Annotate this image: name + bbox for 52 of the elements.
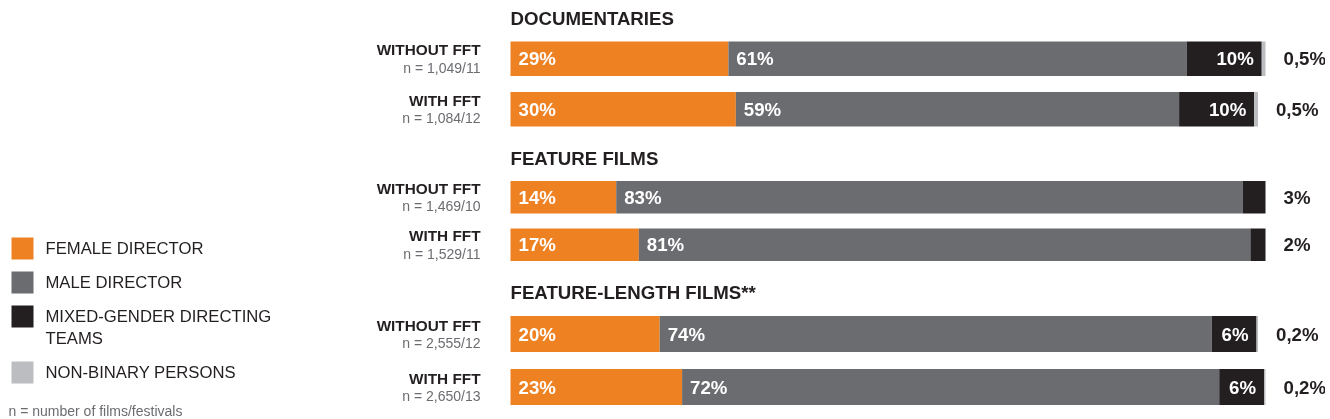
data-label: 3% — [1283, 186, 1311, 208]
data-label: 0,2% — [1276, 323, 1319, 345]
data-label: 14% — [518, 186, 557, 208]
bar — [510, 41, 729, 76]
legend-label: NON-BINARY PERSONS — [45, 363, 236, 382]
data-label: 17% — [518, 234, 557, 256]
data-label: 0,2% — [1283, 376, 1327, 398]
data-label: 6% — [1221, 323, 1249, 345]
y-tick-label: WITH FFT n = 1,084/12 — [402, 91, 482, 127]
bar — [659, 315, 1212, 353]
legend-label: MALE DIRECTOR — [45, 273, 183, 292]
data-label: 29% — [518, 48, 557, 70]
chart-title: FEATURE-LENGTH FILMS** — [510, 281, 757, 303]
data-label: 61% — [736, 48, 775, 70]
data-label: 0,5% — [1275, 98, 1319, 120]
y-tick-label: WITH FFT n = 1,529/11 — [403, 227, 482, 262]
data-label: 10% — [1208, 98, 1247, 120]
y-tick-label: WITHOUT FFT n = 1,469/10 — [376, 179, 482, 215]
data-label: 10% — [1216, 48, 1255, 70]
data-label: 81% — [646, 234, 685, 256]
y-tick-label: WITH FFT n = 2,650/13 — [402, 369, 482, 404]
y-tick-label: WITHOUT FFT n = 1,049/11 — [376, 41, 482, 76]
legend-label: FEMALE DIRECTOR — [45, 239, 204, 258]
data-label: 0,5% — [1283, 48, 1327, 70]
text: n = number of films/festivals — [8, 402, 183, 419]
bar — [510, 228, 639, 261]
bar — [510, 181, 617, 214]
bar — [728, 41, 1187, 76]
chart-title: FEATURE FILMS — [510, 147, 659, 169]
data-label: 83% — [624, 186, 662, 208]
bar — [1261, 41, 1266, 76]
bar — [1242, 181, 1266, 214]
bar — [616, 181, 1243, 214]
data-label: 72% — [690, 376, 728, 398]
bar — [1254, 92, 1258, 127]
bar — [510, 315, 660, 353]
data-label: 2% — [1283, 234, 1311, 256]
bar — [1250, 228, 1266, 261]
bar — [638, 228, 1251, 261]
bar — [735, 92, 1180, 127]
legend-label: MIXED-GENDER DIRECTING TEAMS — [45, 307, 272, 348]
data-label: 23% — [518, 376, 557, 398]
data-label: 74% — [667, 323, 706, 345]
data-label: 30% — [518, 98, 557, 120]
bar — [510, 368, 683, 406]
data-label: 59% — [743, 98, 782, 120]
bar — [510, 92, 736, 127]
data-label: 20% — [518, 323, 557, 345]
y-tick-label: WITHOUT FFT n = 2,555/12 — [376, 316, 482, 351]
chart-title: DOCUMENTARIES — [510, 7, 674, 29]
bar — [682, 368, 1220, 406]
data-label: 6% — [1229, 376, 1257, 398]
